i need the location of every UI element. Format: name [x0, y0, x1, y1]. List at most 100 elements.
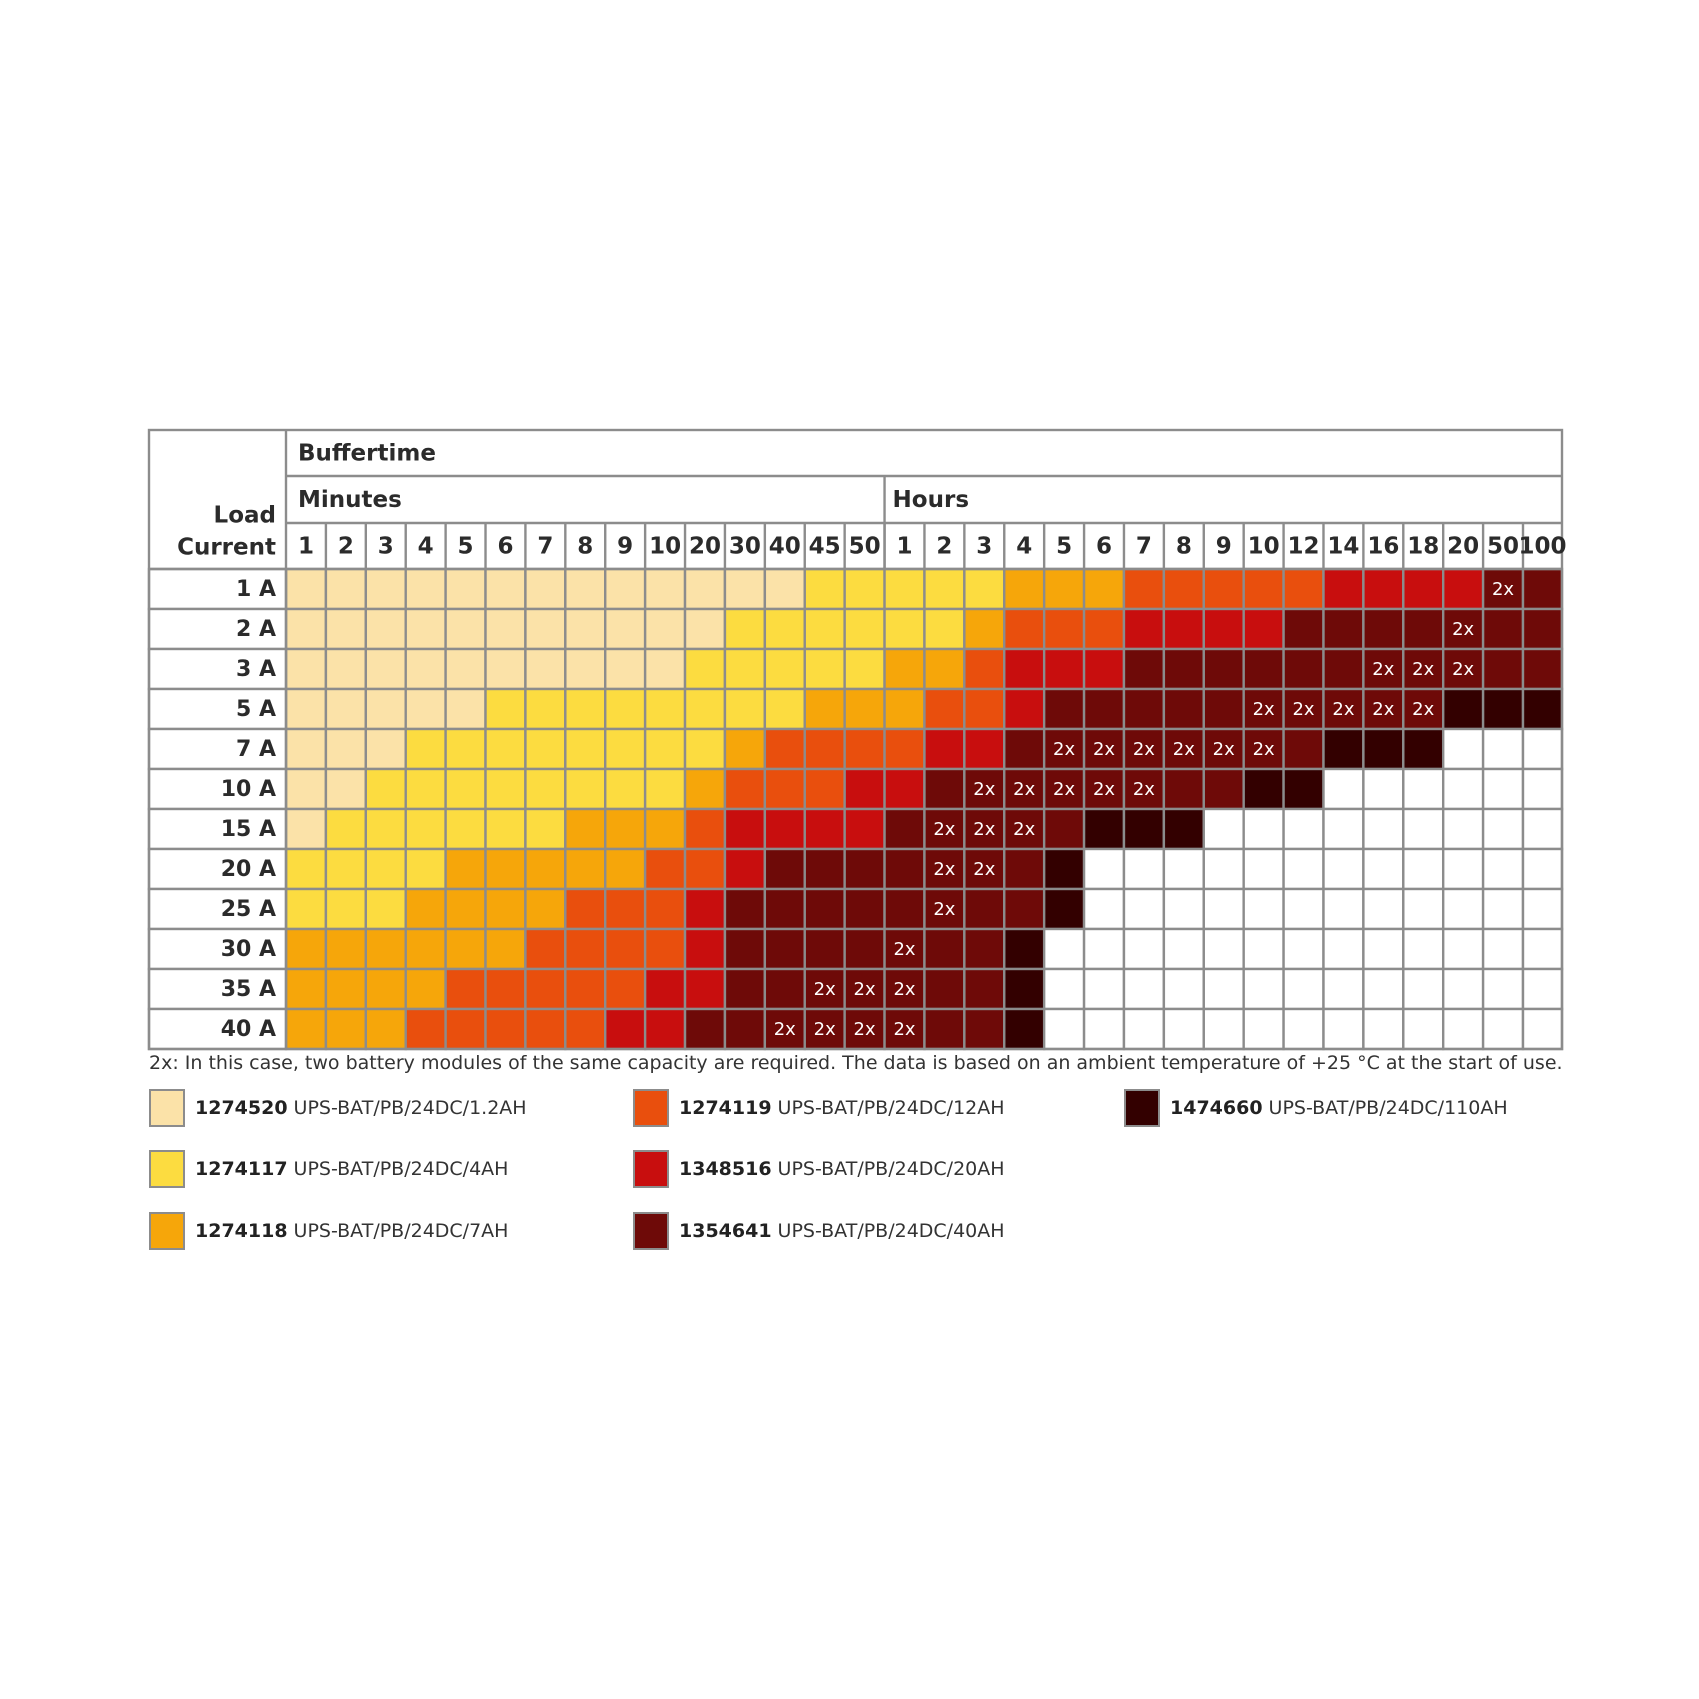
row-label: 2 A: [236, 617, 276, 642]
cell: [564, 1007, 607, 1051]
cell: [404, 847, 447, 891]
row-label: 30 A: [221, 937, 276, 962]
double-marker: 2x: [1412, 659, 1434, 680]
cell: [643, 847, 687, 891]
cell: [1003, 647, 1046, 691]
cell: [444, 687, 487, 731]
cell: [564, 807, 607, 851]
cell: [683, 687, 727, 731]
cell: [524, 807, 567, 851]
cell: [564, 687, 607, 731]
cell: [1242, 727, 1285, 771]
cell: [564, 727, 607, 771]
cell: [763, 607, 806, 651]
cell: [564, 567, 607, 611]
cell: [1042, 607, 1086, 651]
cell: [444, 927, 487, 971]
cell: [883, 727, 926, 771]
cell: [1242, 887, 1285, 931]
cell: [484, 887, 527, 931]
cell: [324, 607, 368, 651]
legend-label: 1274119 UPS-BAT/PB/24DC/12AH: [679, 1097, 1005, 1119]
cell: [1521, 607, 1564, 651]
column-header: 2: [338, 534, 354, 560]
legend-code: 1474660: [1170, 1097, 1263, 1119]
cell: [1521, 687, 1564, 731]
column-header: 30: [729, 534, 761, 560]
cell: [1082, 1007, 1126, 1051]
cell: [1481, 687, 1525, 731]
cell: [643, 567, 687, 611]
cell: [444, 1007, 487, 1051]
cell: [364, 887, 407, 931]
legend-swatch: [633, 1089, 669, 1127]
cell: [1322, 607, 1365, 651]
cell: [404, 687, 447, 731]
cell: [1521, 727, 1564, 771]
cell: [1003, 767, 1046, 811]
cell: [524, 567, 567, 611]
cell: [364, 967, 407, 1011]
cell: [524, 687, 567, 731]
cell: [643, 967, 687, 1011]
legend-label: 1274520 UPS-BAT/PB/24DC/1.2AH: [195, 1097, 527, 1119]
cell: [564, 927, 607, 971]
column-header: 9: [617, 534, 633, 560]
cell: [1003, 847, 1046, 891]
cell: [604, 567, 647, 611]
cell: [763, 887, 806, 931]
cell: [284, 647, 328, 691]
cell: [444, 847, 487, 891]
cell: [803, 607, 846, 651]
column-header: 6: [497, 534, 513, 560]
cell: [883, 807, 926, 851]
cell: [324, 767, 368, 811]
column-header: 4: [1016, 534, 1032, 560]
row-label: 3 A: [236, 657, 276, 682]
cell: [803, 567, 846, 611]
cell: [1521, 847, 1564, 891]
cell: [564, 647, 607, 691]
legend-swatch: [633, 1150, 669, 1188]
cell: [604, 727, 647, 771]
cell: [444, 967, 487, 1011]
row-label: 7 A: [236, 737, 276, 762]
cell: [683, 647, 727, 691]
legend-code: 1274118: [195, 1220, 288, 1242]
row-label-cell: [147, 687, 288, 731]
column-header: 6: [1096, 534, 1112, 560]
row-label: 25 A: [221, 897, 276, 922]
cell: [1322, 887, 1365, 931]
row-label: 15 A: [221, 817, 276, 842]
cell: [484, 967, 527, 1011]
cell: [284, 727, 328, 771]
double-marker: 2x: [1292, 699, 1314, 720]
cell: [843, 607, 886, 651]
cell: [404, 727, 447, 771]
column-header: 3: [976, 534, 992, 560]
cell: [1202, 767, 1245, 811]
cell: [564, 847, 607, 891]
cell: [1162, 1007, 1205, 1051]
row-label-cell: [147, 967, 288, 1011]
cell: [1122, 887, 1166, 931]
cell: [524, 1007, 567, 1051]
cell: [364, 727, 407, 771]
cell: [524, 887, 567, 931]
cell: [324, 887, 368, 931]
cell: [1003, 567, 1046, 611]
cell: [1162, 847, 1205, 891]
cell: [1082, 887, 1126, 931]
cell: [843, 687, 886, 731]
double-marker: 2x: [1053, 779, 1075, 800]
cell: [1082, 927, 1126, 971]
double-marker: 2x: [1412, 699, 1434, 720]
column-header: 8: [577, 534, 593, 560]
cell: [524, 847, 567, 891]
cell: [883, 687, 926, 731]
cell: [404, 887, 447, 931]
cell: [1402, 567, 1445, 611]
legend-name: UPS-BAT/PB/24DC/40AH: [777, 1220, 1005, 1242]
cell: [883, 1007, 926, 1051]
column-header: 1: [896, 534, 912, 560]
